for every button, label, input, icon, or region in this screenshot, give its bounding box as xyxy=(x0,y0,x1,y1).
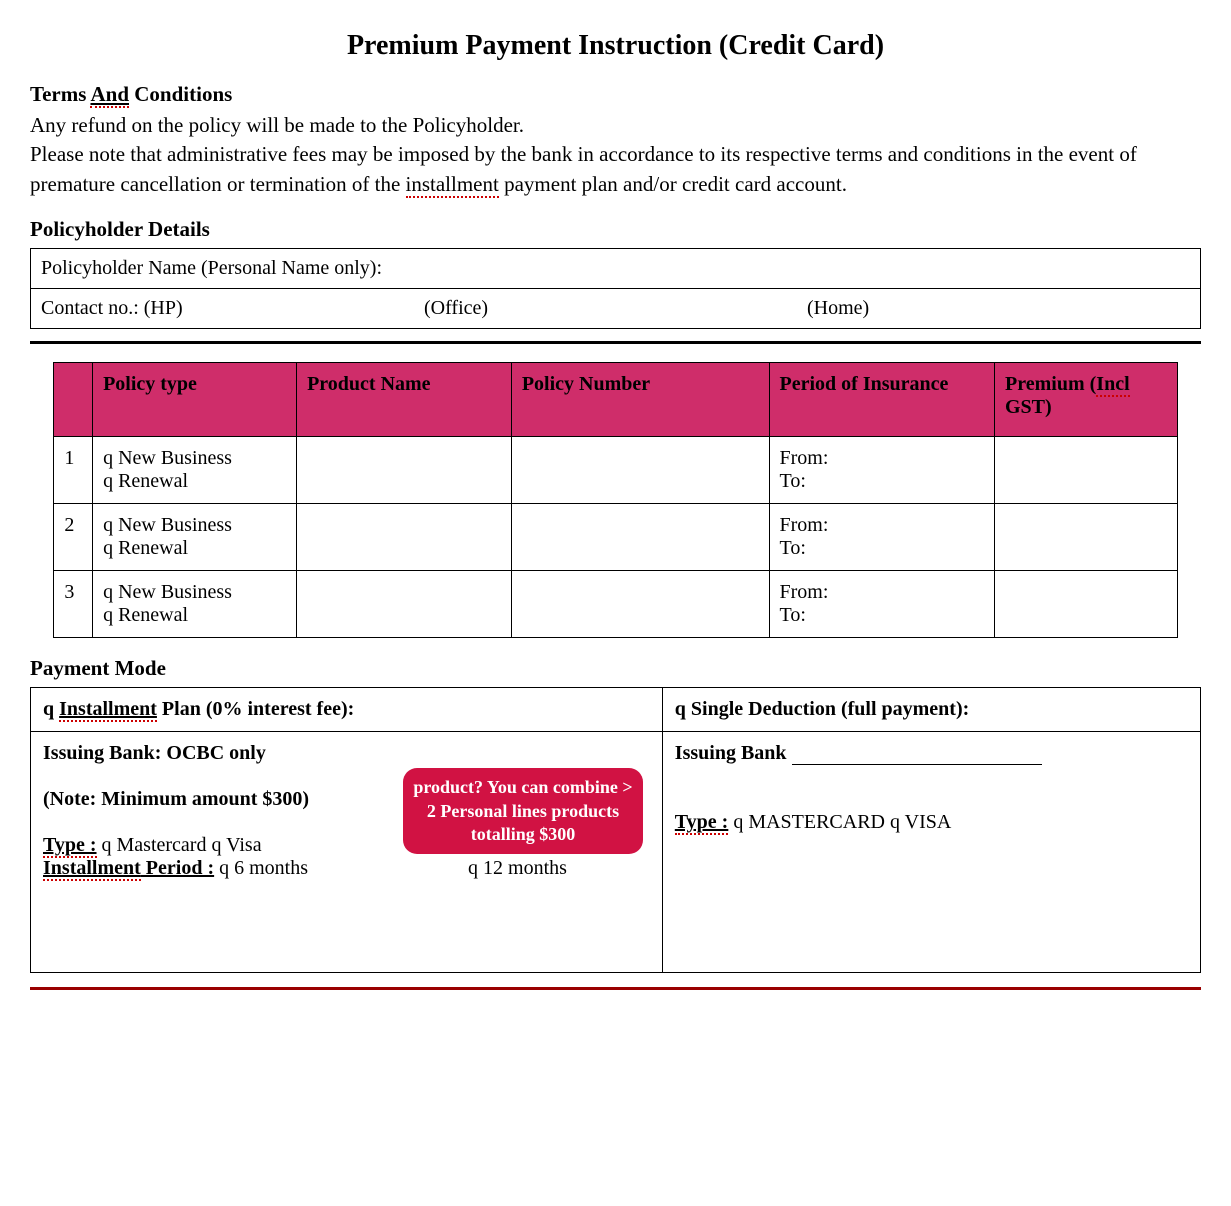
terms-line2: Please note that administrative fees may… xyxy=(30,140,1201,199)
terms-line2-post: payment plan and/or credit card account. xyxy=(499,172,847,196)
cell-product[interactable] xyxy=(297,571,512,638)
terms-heading-post: Conditions xyxy=(129,82,232,106)
period-from: From: xyxy=(780,581,984,604)
pm-right-type-opts[interactable]: q MASTERCARD q VISA xyxy=(728,811,951,833)
bottom-divider xyxy=(30,987,1201,990)
cell-number[interactable] xyxy=(511,571,769,638)
pm-right-body: Issuing Bank Type : q MASTERCARD q VISA xyxy=(662,732,1200,973)
opt-new[interactable]: q New Business xyxy=(103,581,286,604)
opt-new[interactable]: q New Business xyxy=(103,447,286,470)
period-from: From: xyxy=(780,447,984,470)
cell-premium[interactable] xyxy=(995,504,1178,571)
pm-right-type-label: Type : xyxy=(675,811,729,835)
terms-heading-pre: Terms xyxy=(30,82,90,106)
ph-name-label[interactable]: Policyholder Name (Personal Name only): xyxy=(31,249,1201,289)
pm-left-period-pre: Installment xyxy=(43,857,141,881)
th-period: Period of Insurance xyxy=(769,363,994,437)
opt-renewal[interactable]: q Renewal xyxy=(103,537,286,560)
pm-left-header[interactable]: q Installment Plan (0% interest fee): xyxy=(31,688,663,732)
ph-contact-home: (Home) xyxy=(807,297,1190,320)
pm-left-type-opts[interactable]: q Mastercard q Visa xyxy=(97,834,262,856)
table-row: 2 q New Businessq Renewal From:To: xyxy=(54,504,1177,571)
ph-contact-hp: Contact no.: (HP) xyxy=(41,297,424,320)
bank-line[interactable] xyxy=(792,764,1042,765)
period-to: To: xyxy=(780,604,984,627)
cell-type[interactable]: q New Businessq Renewal xyxy=(93,571,297,638)
period-to: To: xyxy=(780,537,984,560)
pm-left-type-label: Type : xyxy=(43,834,97,858)
th-number: Policy Number xyxy=(511,363,769,437)
cell-num: 2 xyxy=(54,504,93,571)
pm-left-post: Plan (0% interest fee): xyxy=(157,698,354,720)
cell-num: 3 xyxy=(54,571,93,638)
th-premium: Premium (Incl GST) xyxy=(995,363,1178,437)
cell-period[interactable]: From:To: xyxy=(769,437,994,504)
pm-right-bank-label: Issuing Bank xyxy=(675,742,787,764)
period-to: To: xyxy=(780,470,984,493)
ph-contact-row[interactable]: Contact no.: (HP) (Office) (Home) xyxy=(31,289,1201,329)
callout-note: product? You can combine > 2 Personal li… xyxy=(403,768,643,854)
policy-table: Policy type Product Name Policy Number P… xyxy=(53,362,1177,638)
terms-heading: Terms And Conditions xyxy=(30,82,1201,107)
pm-left-period-opt2[interactable]: q 12 months xyxy=(468,857,567,879)
payment-mode-heading: Payment Mode xyxy=(30,656,1201,681)
ph-contact-office: (Office) xyxy=(424,297,807,320)
divider xyxy=(30,341,1201,344)
pm-right-header[interactable]: q Single Deduction (full payment): xyxy=(662,688,1200,732)
pm-right-bank[interactable]: Issuing Bank xyxy=(675,742,1188,765)
th-product: Product Name xyxy=(297,363,512,437)
pm-left-period-post: Period : xyxy=(141,857,214,879)
table-row: 1 q New Businessq Renewal From:To: xyxy=(54,437,1177,504)
pm-left-word: Installment xyxy=(59,698,157,722)
pm-left-pre: q xyxy=(43,698,59,720)
opt-renewal[interactable]: q Renewal xyxy=(103,604,286,627)
terms-body: Any refund on the policy will be made to… xyxy=(30,111,1201,199)
pm-left-note: (Note: Minimum amount $300) xyxy=(43,788,343,811)
opt-new[interactable]: q New Business xyxy=(103,514,286,537)
cell-num: 1 xyxy=(54,437,93,504)
period-from: From: xyxy=(780,514,984,537)
th-premium-pre: Premium ( xyxy=(1005,373,1096,395)
cell-product[interactable] xyxy=(297,437,512,504)
pm-left-bank: Issuing Bank: OCBC only xyxy=(43,742,650,765)
pm-left-period-opt1[interactable]: q 6 months xyxy=(214,857,308,879)
payment-mode-table: q Installment Plan (0% interest fee): q … xyxy=(30,687,1201,973)
cell-period[interactable]: From:To: xyxy=(769,571,994,638)
cell-number[interactable] xyxy=(511,437,769,504)
pm-left-body: Issuing Bank: OCBC only (Note: Minimum a… xyxy=(31,732,663,973)
cell-type[interactable]: q New Businessq Renewal xyxy=(93,504,297,571)
terms-line1: Any refund on the policy will be made to… xyxy=(30,111,1201,140)
th-premium-post: GST) xyxy=(1005,396,1052,418)
cell-number[interactable] xyxy=(511,504,769,571)
table-row: 3 q New Businessq Renewal From:To: xyxy=(54,571,1177,638)
pm-right-type[interactable]: Type : q MASTERCARD q VISA xyxy=(675,811,1188,834)
cell-type[interactable]: q New Businessq Renewal xyxy=(93,437,297,504)
terms-line2-word: installment xyxy=(406,172,499,198)
opt-renewal[interactable]: q Renewal xyxy=(103,470,286,493)
cell-premium[interactable] xyxy=(995,571,1178,638)
page-title: Premium Payment Instruction (Credit Card… xyxy=(30,30,1201,62)
policyholder-table: Policyholder Name (Personal Name only): … xyxy=(30,248,1201,329)
th-type: Policy type xyxy=(93,363,297,437)
pm-left-period[interactable]: Installment Period : q 6 months q 12 mon… xyxy=(43,857,650,880)
policyholder-heading: Policyholder Details xyxy=(30,217,1201,242)
cell-premium[interactable] xyxy=(995,437,1178,504)
terms-heading-and: And xyxy=(90,82,129,108)
cell-period[interactable]: From:To: xyxy=(769,504,994,571)
th-num xyxy=(54,363,93,437)
cell-product[interactable] xyxy=(297,504,512,571)
th-premium-word: Incl xyxy=(1096,373,1129,397)
